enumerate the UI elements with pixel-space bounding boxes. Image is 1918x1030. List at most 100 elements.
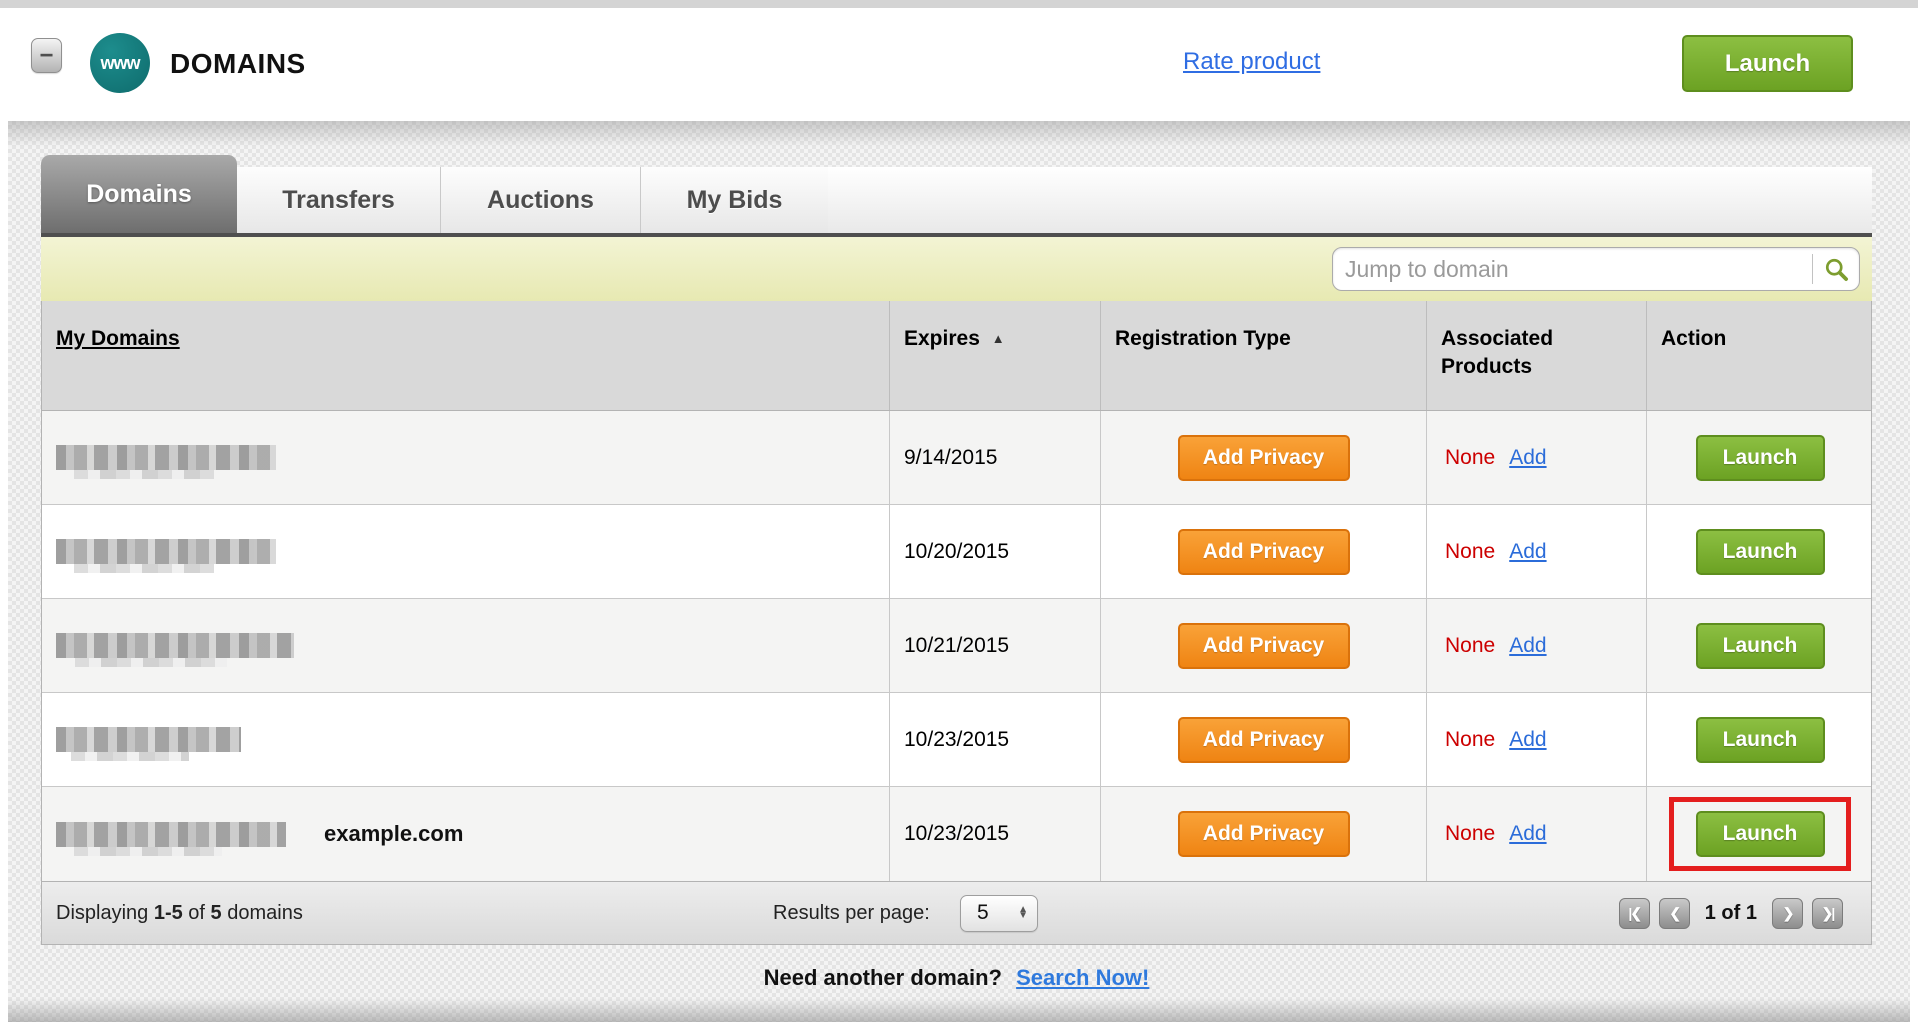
expires-cell: 10/21/2015 (889, 599, 1100, 692)
column-header-my-domains[interactable]: My Domains (42, 301, 889, 410)
displaying-word: domains (227, 901, 303, 924)
redacted-domain-name (56, 633, 294, 667)
domain-cell (42, 693, 889, 786)
tab-my-bids[interactable]: My Bids (640, 167, 828, 233)
search-box (1332, 247, 1860, 291)
www-globe-icon: www (90, 33, 150, 93)
expires-cell: 10/20/2015 (889, 505, 1100, 598)
search-divider (1812, 254, 1813, 284)
jump-to-domain-input[interactable] (1333, 255, 1812, 283)
redacted-domain-name (56, 539, 276, 573)
launch-button-row-highlighted[interactable]: Launch (1695, 811, 1825, 857)
table-row: example.com 10/23/2015 Add Privacy None A… (42, 787, 1871, 881)
app-header: − www DOMAINS Rate product Launch (0, 8, 1918, 121)
associated-none-label: None (1445, 822, 1496, 845)
launch-button-row[interactable]: Launch (1695, 716, 1825, 763)
action-cell: Launch (1646, 505, 1873, 598)
need-domain-prompt: Need another domain? Search Now! (41, 965, 1872, 991)
displaying-label: Displaying (56, 901, 149, 924)
domains-table: My Domains Expires ▲ Registration Type A… (41, 301, 1872, 882)
minus-icon: − (39, 41, 54, 69)
collapse-button[interactable]: − (31, 38, 62, 73)
expiration-date: 10/23/2015 (904, 727, 1010, 751)
registration-cell: Add Privacy (1100, 787, 1426, 881)
search-button[interactable] (1813, 256, 1859, 283)
launch-button-row[interactable]: Launch (1695, 434, 1825, 481)
add-privacy-button[interactable]: Add Privacy (1177, 811, 1350, 857)
domain-cell (42, 599, 889, 692)
table-row: 10/21/2015 Add Privacy None Add Launch (42, 599, 1871, 693)
add-privacy-button[interactable]: Add Privacy (1177, 528, 1350, 575)
table-footer: Displaying 1-5 of 5 domains Results per … (41, 882, 1872, 945)
associated-cell: None Add (1426, 411, 1646, 504)
registration-cell: Add Privacy (1100, 411, 1426, 504)
page-status: 1 of 1 (1704, 901, 1757, 924)
tab-transfers[interactable]: Transfers (237, 167, 440, 233)
redacted-domain-name (56, 445, 276, 479)
associated-cell: None Add (1426, 693, 1646, 786)
launch-button-row[interactable]: Launch (1695, 528, 1825, 575)
main-panel: Domains Transfers Auctions My Bids (8, 121, 1910, 1022)
search-now-link[interactable]: Search Now! (1016, 965, 1150, 990)
last-page-button[interactable]: ❯| (1812, 897, 1843, 929)
redacted-domain-name (56, 727, 241, 761)
expiration-date: 10/20/2015 (904, 539, 1010, 563)
next-page-button[interactable]: ❯ (1772, 897, 1803, 929)
domain-cell (42, 411, 889, 504)
table-row: 9/14/2015 Add Privacy None Add Launch (42, 411, 1871, 505)
need-domain-text: Need another domain? (763, 965, 1002, 990)
registration-cell: Add Privacy (1100, 599, 1426, 692)
associated-cell: None Add (1426, 505, 1646, 598)
add-product-link[interactable]: Add (1509, 633, 1547, 657)
expires-cell: 9/14/2015 (889, 411, 1100, 504)
add-privacy-button[interactable]: Add Privacy (1177, 622, 1350, 669)
results-per-page-select[interactable]: 5 ▲ ▼ (960, 894, 1038, 932)
results-per-page-label: Results per page: (773, 901, 930, 924)
search-icon (1825, 258, 1848, 281)
displaying-summary: Displaying 1-5 of 5 domains (56, 902, 303, 925)
launch-button-header[interactable]: Launch (1682, 35, 1853, 92)
registration-cell: Add Privacy (1100, 693, 1426, 786)
expires-cell: 10/23/2015 (889, 787, 1100, 881)
panel-content: Domains Transfers Auctions My Bids (41, 155, 1872, 991)
associated-none-label: None (1445, 445, 1496, 469)
table-row: 10/23/2015 Add Privacy None Add Launch (42, 693, 1871, 787)
logo-text: www (100, 52, 140, 73)
add-product-link[interactable]: Add (1509, 822, 1547, 845)
action-cell: Launch (1646, 599, 1873, 692)
page-size-value: 5 (977, 901, 989, 924)
associated-cell: None Add (1426, 787, 1646, 881)
add-privacy-button[interactable]: Add Privacy (1177, 716, 1350, 763)
tab-domains[interactable]: Domains (41, 155, 237, 233)
add-privacy-button[interactable]: Add Privacy (1177, 434, 1350, 481)
sort-ascending-icon: ▲ (991, 331, 1005, 346)
column-header-registration-type: Registration Type (1100, 301, 1426, 410)
expires-cell: 10/23/2015 (889, 693, 1100, 786)
displaying-total: 5 (210, 901, 222, 924)
associated-none-label: None (1445, 633, 1496, 657)
previous-page-button[interactable]: ❮ (1658, 897, 1690, 929)
add-product-link[interactable]: Add (1509, 539, 1547, 563)
launch-button-row[interactable]: Launch (1695, 622, 1825, 669)
tab-bar: Domains Transfers Auctions My Bids (41, 155, 1872, 233)
pagination: |❮ ❮ 1 of 1 ❯ ❯| (1618, 897, 1843, 929)
registration-cell: Add Privacy (1100, 505, 1426, 598)
first-page-button[interactable]: |❮ (1618, 897, 1650, 929)
tab-auctions[interactable]: Auctions (440, 167, 640, 233)
associated-cell: None Add (1426, 599, 1646, 692)
my-domains-sort-link[interactable]: My Domains (56, 327, 180, 350)
add-product-link[interactable]: Add (1509, 727, 1547, 751)
column-header-expires[interactable]: Expires ▲ (889, 301, 1100, 410)
domain-cell: example.com (42, 787, 889, 881)
rate-product-link[interactable]: Rate product (1183, 48, 1321, 75)
associated-none-label: None (1445, 727, 1496, 751)
action-cell: Launch (1646, 787, 1873, 881)
previous-page-icon: ❮ (1669, 904, 1681, 921)
action-cell: Launch (1646, 411, 1873, 504)
next-page-icon: ❯ (1782, 904, 1795, 921)
stepper-up-icon: ▲ (1018, 903, 1028, 915)
add-product-link[interactable]: Add (1509, 445, 1547, 469)
associated-none-label: None (1445, 539, 1496, 563)
expiration-date: 10/21/2015 (904, 633, 1010, 657)
